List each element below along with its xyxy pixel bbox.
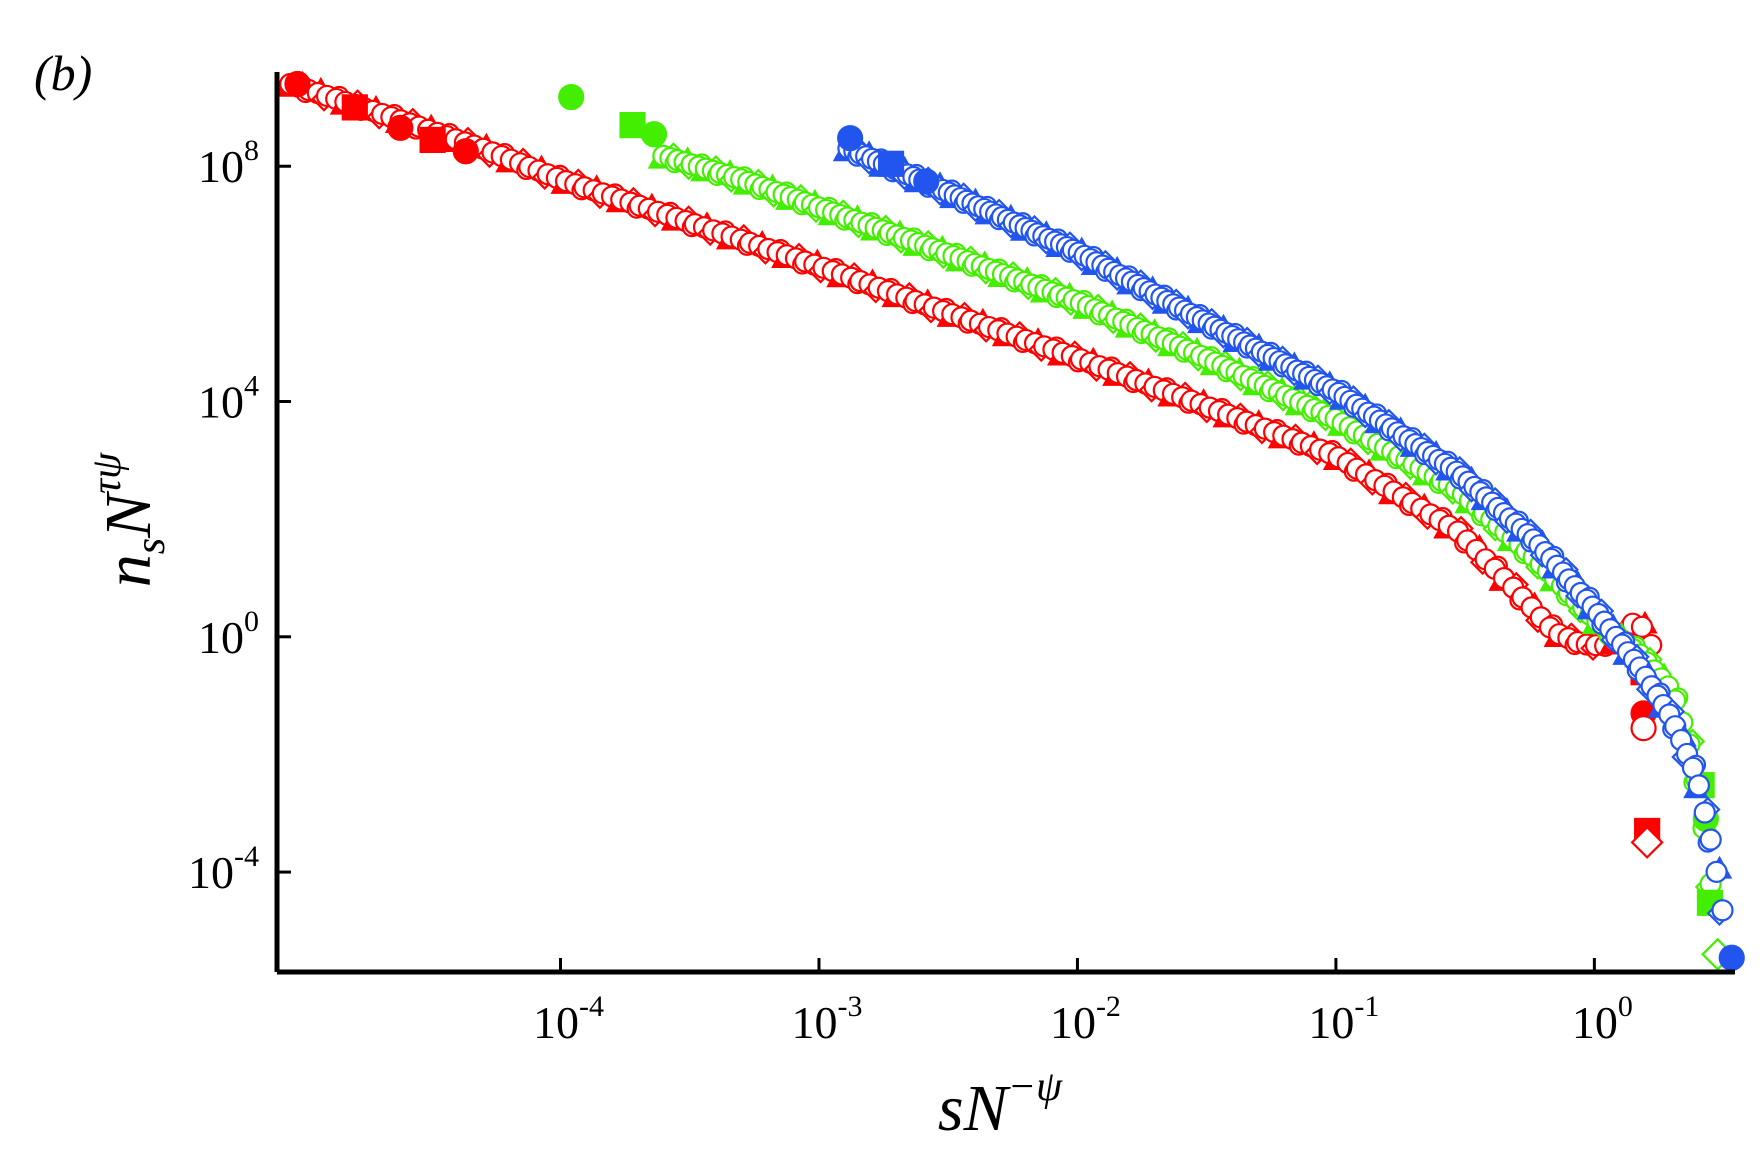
series-1-marker: [619, 112, 646, 139]
panel-label: (b): [34, 45, 92, 101]
plot-area: [274, 70, 1745, 971]
series-2-marker: [1718, 944, 1745, 971]
series-2-point: [1687, 774, 1710, 797]
x-tick-label: 10-4: [533, 990, 604, 1048]
series-2-point: [1699, 828, 1722, 851]
x-tick-label: 100: [1572, 990, 1633, 1048]
axis-ticks: 10-4 10-3 10-2 10-1 100 10-4 100 104 108: [188, 134, 1633, 1048]
series-0-marker: [1630, 715, 1657, 742]
series-1-marker: [558, 83, 585, 111]
series-0-marker: [284, 70, 311, 98]
series-0-marker: [1630, 825, 1664, 859]
y-tick-label: 10-4: [188, 840, 259, 898]
series-2-marker: [913, 168, 940, 195]
series-0-point: [1630, 615, 1654, 638]
y-tick-label: 100: [198, 605, 259, 663]
series-1-marker: [640, 121, 668, 148]
series-2-point: [1711, 899, 1734, 922]
y-tick-label: 104: [198, 370, 259, 428]
x-tick-label: 10-3: [791, 990, 862, 1048]
y-tick-label: 108: [198, 134, 259, 192]
series-2-marker: [837, 125, 864, 152]
series-0-marker: [341, 94, 368, 121]
series-2-point: [1693, 801, 1716, 824]
series-2-point: [1705, 860, 1728, 883]
x-axis-label: sN−ψ: [938, 1064, 1063, 1145]
series-0-marker: [387, 114, 414, 141]
series-0-marker: [419, 126, 446, 154]
x-tick-label: 10-2: [1050, 990, 1121, 1048]
series-2-marker: [877, 150, 905, 177]
series-0-marker: [452, 138, 479, 165]
y-axis-label: nsNτψ: [84, 452, 174, 587]
x-tick-label: 10-1: [1308, 990, 1379, 1048]
